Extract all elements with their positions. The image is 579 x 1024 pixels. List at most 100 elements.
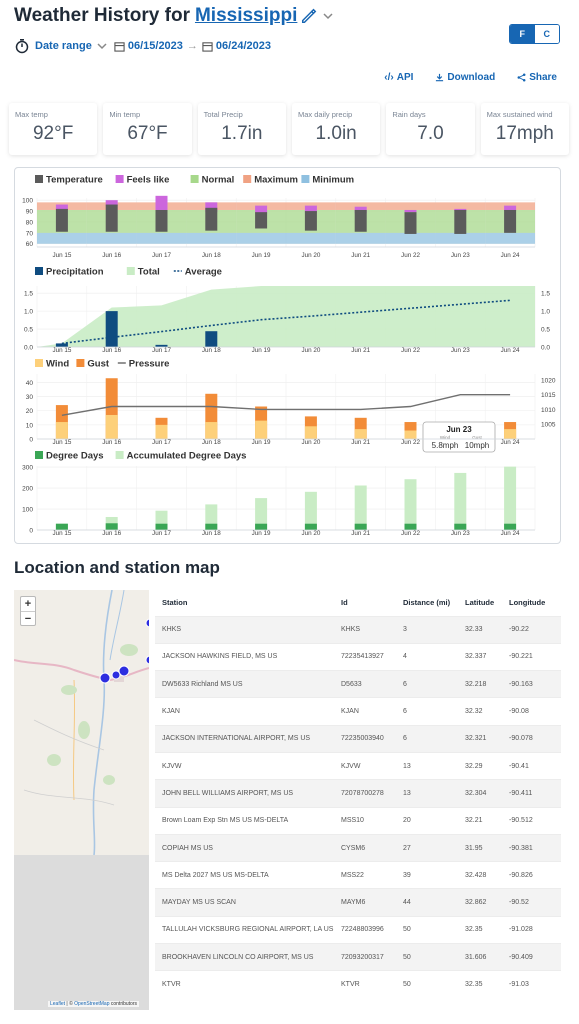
band-maximum [385, 202, 436, 210]
column-header-longitude[interactable]: Longitude [509, 590, 561, 616]
table-row[interactable]: KTVR KTVR 50 32.35 -91.03 [155, 970, 561, 999]
stat-card-min-temp: Min temp 67°F [103, 103, 192, 155]
x-tick-label: Jun 15 [52, 439, 71, 446]
stopwatch-icon [15, 39, 29, 54]
station-latitude-cell: 32.29 [465, 751, 509, 780]
unit-celsius-button[interactable]: C [534, 25, 559, 43]
unit-toggle: F C [509, 24, 560, 44]
table-row[interactable]: BROOKHAVEN LINCOLN CO AIRPORT, MS US 7209… [155, 943, 561, 971]
feels-like-bar [155, 195, 168, 210]
y-tick-label: 80 [26, 219, 34, 226]
station-marker[interactable] [99, 672, 111, 684]
station-distance-cell: 20 [403, 806, 465, 835]
precip-average-line [61, 299, 511, 345]
station-longitude-cell: -90.163 [509, 670, 561, 698]
table-row[interactable]: Brown Loam Exp Stn MS US MS-DELTA MSS10 20… [155, 806, 561, 835]
x-tick-label: Jun 22 [401, 439, 420, 446]
table-row[interactable]: JACKSON INTERNATIONAL AIRPORT, MS US 7223… [155, 724, 561, 753]
tooltip-gust-label: Gust [472, 435, 482, 440]
temperature-bar [454, 209, 467, 234]
table-row[interactable]: KHKS KHKS 3 32.33 -90.22 [155, 615, 561, 644]
table-row[interactable]: KJAN KJAN 6 32.32 -90.08 [155, 697, 561, 726]
table-row[interactable]: MS Delta 2027 MS US MS-DELTA MSS22 39 32.42… [155, 861, 561, 889]
x-tick-label: Jun 21 [351, 252, 370, 259]
x-tick-label: Jun 16 [102, 530, 121, 537]
column-header-distance[interactable]: Distance (mi) [403, 590, 465, 616]
legend-label: Total [138, 267, 160, 278]
location-link[interactable]: Mississippi [194, 5, 298, 26]
y-tick-label: 0 [29, 528, 33, 535]
feels-like-bar [504, 205, 517, 212]
column-header-latitude[interactable]: Latitude [465, 590, 509, 616]
station-marker[interactable] [111, 670, 121, 680]
legend-swatch [115, 175, 124, 183]
y-tick-label: 60 [26, 241, 34, 248]
chevron-down-icon[interactable] [96, 40, 108, 52]
accumulated-degree-days-bar [304, 491, 317, 530]
leaflet-link[interactable]: Leaflet [50, 1001, 66, 1007]
band-minimum [37, 232, 87, 244]
stat-value: 1.0in [315, 123, 357, 144]
y-tick-label: 1.5 [24, 291, 33, 298]
osm-link[interactable]: OpenStreetMap [74, 1001, 110, 1007]
station-marker[interactable] [145, 618, 149, 628]
share-link[interactable]: Share [517, 72, 557, 83]
table-row[interactable]: MAYDAY MS US SCAN MAYM6 44 32.862 -90.52 [155, 888, 561, 917]
date-range-dropdown[interactable]: Date range [35, 40, 92, 52]
zoom-in-button[interactable]: + [24, 598, 32, 610]
pencil-icon[interactable] [300, 7, 318, 25]
station-marker[interactable] [145, 655, 149, 665]
end-date-input[interactable]: 06/24/2023 [215, 40, 271, 52]
degree-days-bar [504, 523, 517, 530]
download-link[interactable]: Download [435, 72, 495, 83]
tooltip-date: Jun 23 [446, 425, 472, 434]
chevron-down-icon[interactable] [322, 10, 334, 22]
feels-like-bar [304, 205, 317, 214]
stat-label: Total Precip [203, 110, 243, 119]
temperature-bar [155, 209, 168, 232]
table-row[interactable]: JOHN BELL WILLIAMS AIRPORT, MS US 7207870… [155, 779, 561, 808]
degree-days-bar [255, 523, 268, 530]
api-link[interactable]: ‹/› API [384, 72, 413, 83]
temperature-bar [354, 209, 367, 232]
y-tick-label: 100 [22, 507, 33, 514]
table-row[interactable]: DW5633 Richland MS US D5633 6 32.218 -90.163 [155, 670, 561, 698]
station-latitude-cell: 32.428 [465, 861, 509, 889]
weather-charts[interactable]: Temperature Feels like Normal Maximum Minimu… [15, 168, 562, 545]
x-tick-label: Jun 21 [351, 530, 370, 537]
station-marker[interactable] [118, 665, 130, 677]
accumulated-degree-days-bar [255, 498, 268, 530]
table-row[interactable]: KJVW KJVW 13 32.29 -90.41 [155, 751, 561, 780]
zoom-out-button[interactable]: − [21, 611, 35, 625]
table-row[interactable]: TALLULAH VICKSBURG REGIONAL AIRPORT, LA … [155, 915, 561, 944]
table-row[interactable]: JACKSON HAWKINS FIELD, MS US 72235413927 4… [155, 642, 561, 671]
station-id-cell: KHKS [341, 615, 403, 644]
legend-swatch [115, 451, 124, 459]
x-tick-label: Jun 20 [301, 347, 320, 354]
station-id-cell: KJAN [341, 697, 403, 726]
station-distance-cell: 4 [403, 642, 465, 671]
legend-label: Accumulated Degree Days [127, 451, 247, 462]
action-links: ‹/› API Download Share [384, 72, 557, 83]
share-label: Share [529, 72, 557, 83]
start-date-input[interactable]: 06/15/2023 [127, 40, 183, 52]
column-header-station[interactable]: Station [155, 590, 341, 616]
legend-label: Temperature [46, 175, 103, 186]
y-tick-label: 40 [26, 380, 34, 387]
x-tick-label: Jun 18 [202, 439, 221, 446]
table-row[interactable]: COPIAH MS US CYSM6 27 31.95 -90.381 [155, 833, 561, 862]
legend-label: Degree Days [46, 451, 104, 462]
station-map[interactable]: + − Leaflet | © OpenStreetMap contributo… [14, 590, 149, 1010]
legend-swatch [243, 175, 252, 183]
station-id-cell: D5633 [341, 670, 403, 698]
band-minimum [136, 232, 187, 244]
station-latitude-cell: 32.32 [465, 697, 509, 726]
date-range-row: Date range 06/15/2023 → 06/24/2023 [14, 37, 569, 55]
x-tick-label: Jun 15 [52, 347, 71, 354]
wind-bar [105, 414, 118, 439]
station-latitude-cell: 31.95 [465, 833, 509, 862]
x-tick-label: Jun 15 [52, 530, 71, 537]
x-tick-label: Jun 21 [351, 439, 370, 446]
column-header-id[interactable]: Id [341, 590, 403, 616]
unit-fahrenheit-button[interactable]: F [510, 25, 535, 43]
